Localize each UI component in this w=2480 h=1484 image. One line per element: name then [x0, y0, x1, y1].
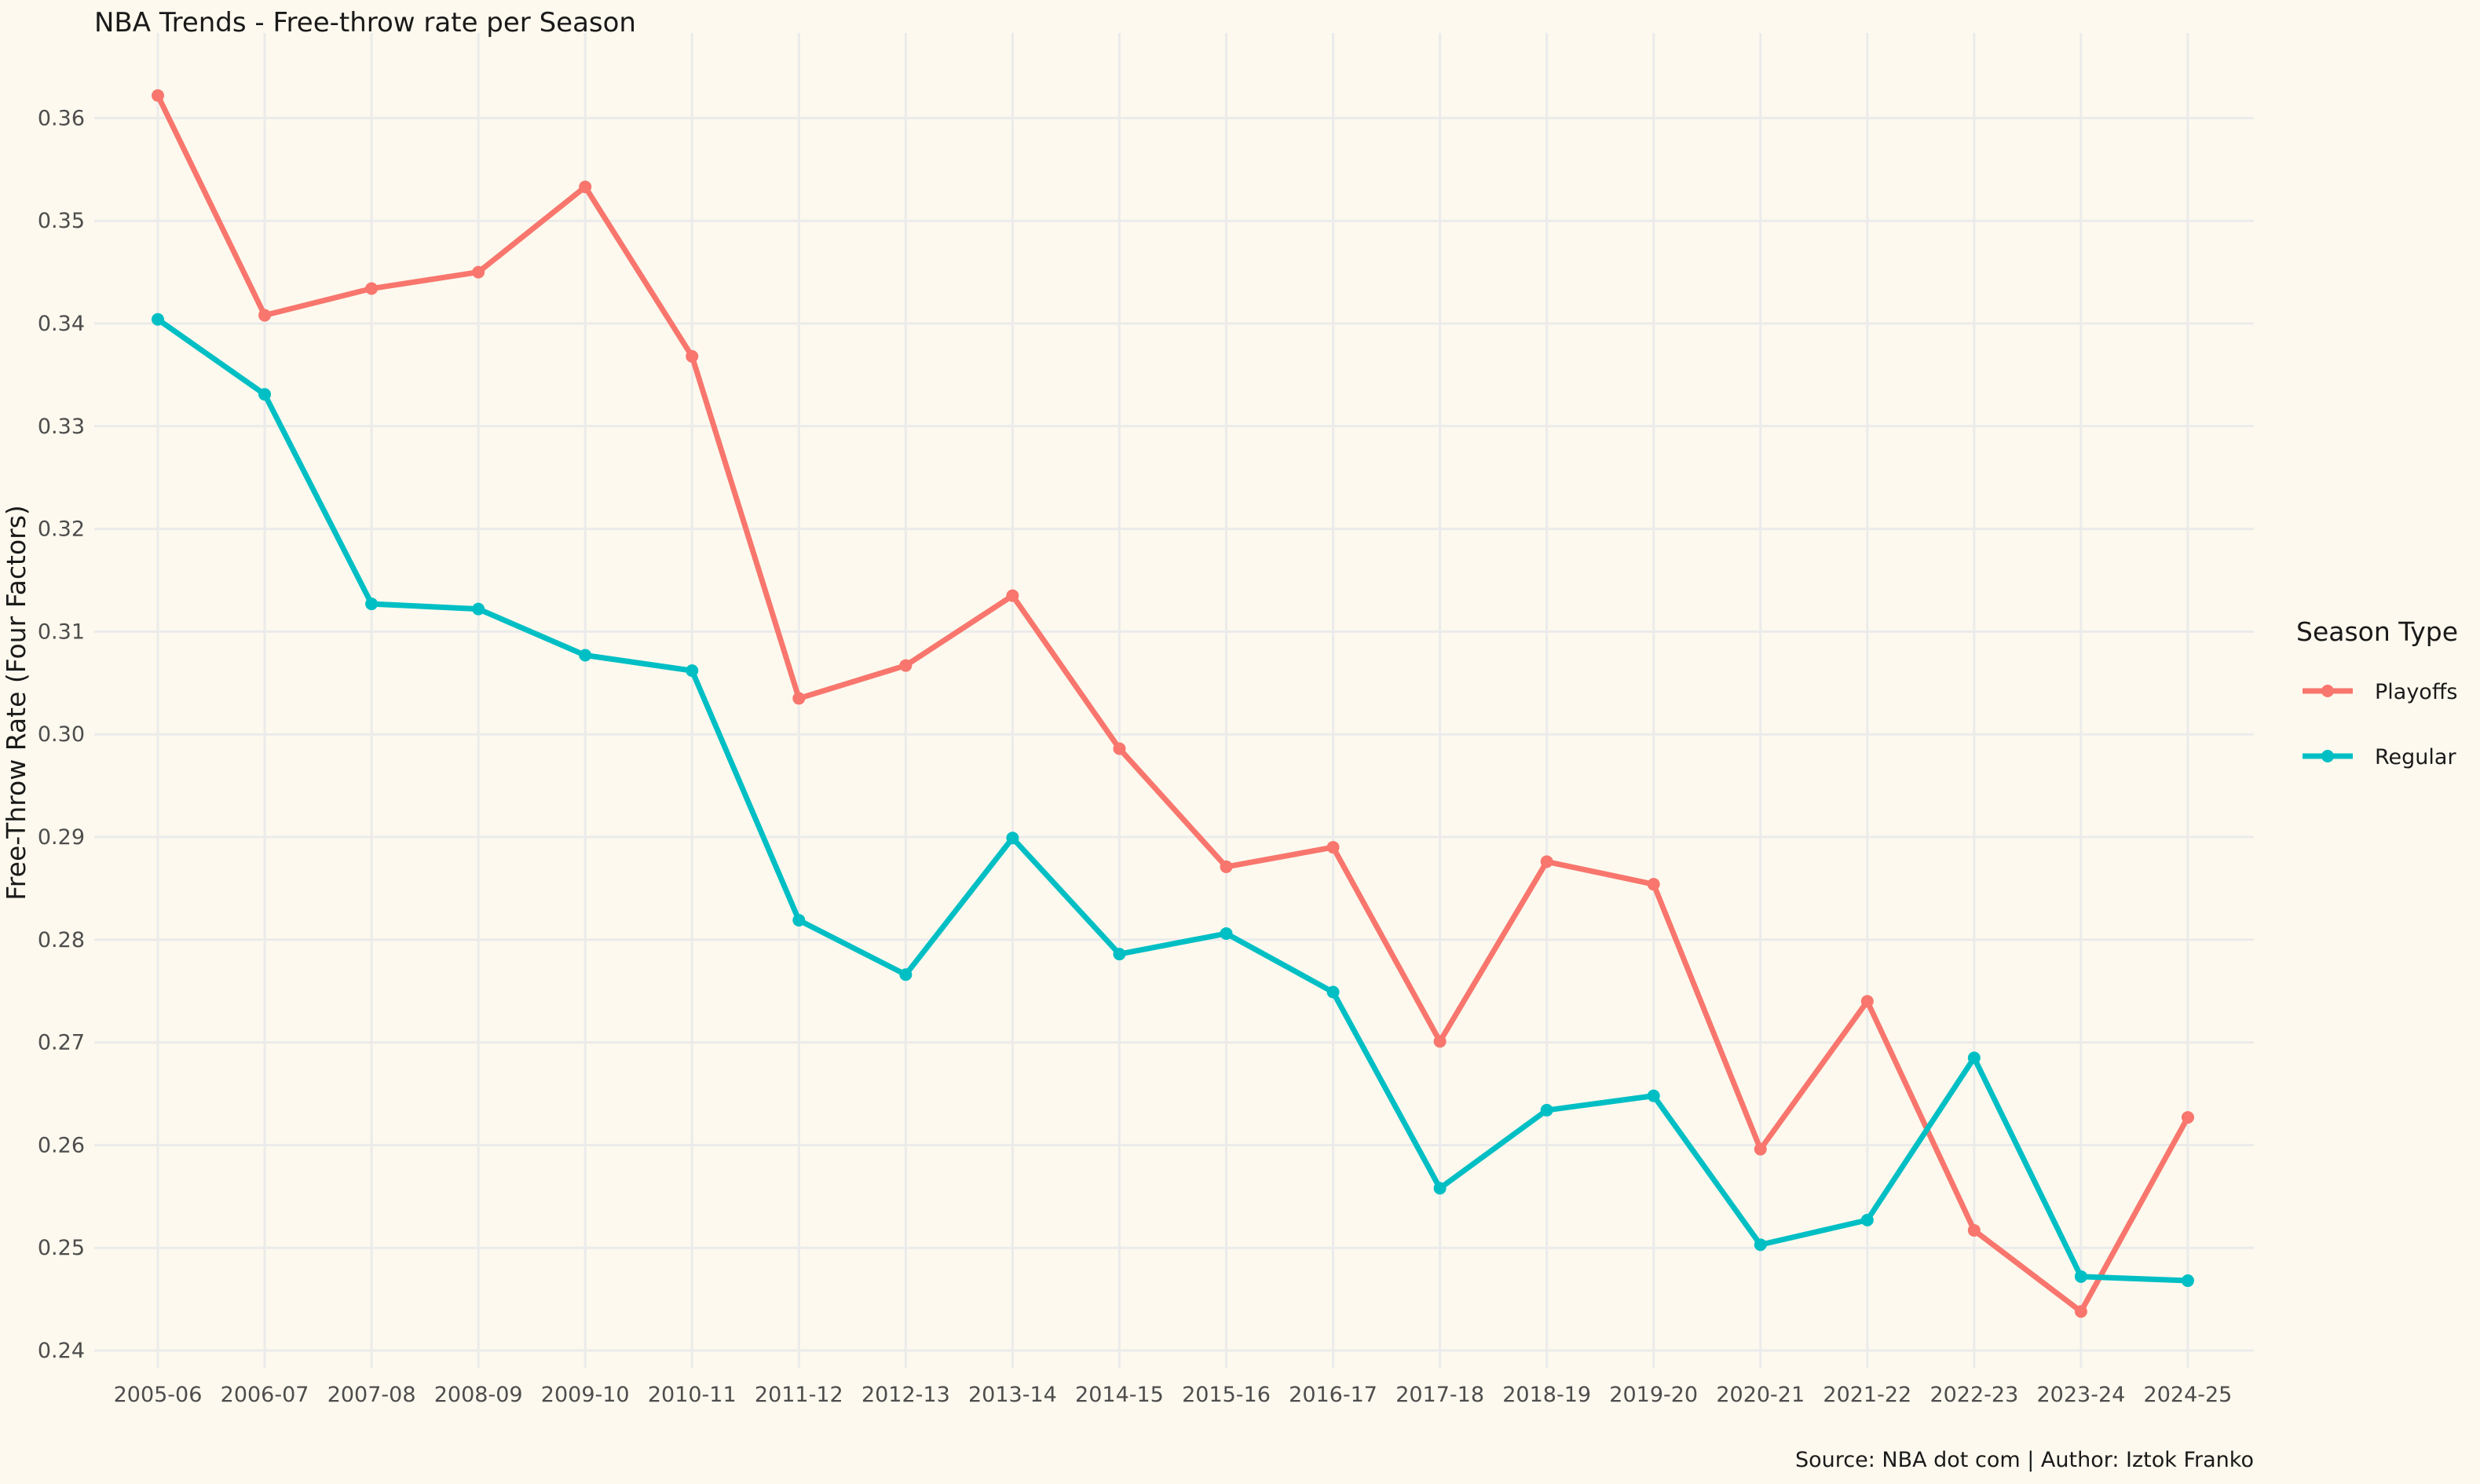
x-tick-label: 2021-22	[1823, 1383, 1911, 1407]
data-point-regular	[899, 968, 913, 981]
y-tick-label: 0.35	[38, 209, 85, 233]
x-tick-label: 2018-19	[1502, 1383, 1591, 1407]
x-tick-label: 2005-06	[114, 1383, 203, 1407]
grid	[94, 33, 2254, 1368]
x-tick-label: 2019-20	[1609, 1383, 1698, 1407]
data-point-regular	[579, 649, 592, 662]
data-point-playoffs	[792, 692, 806, 705]
legend-key-point-regular	[2321, 750, 2334, 762]
data-point-regular	[1860, 1213, 1874, 1226]
y-axis-title: Free-Throw Rate (Four Factors)	[1, 505, 31, 901]
data-point-playoffs	[258, 309, 272, 322]
x-tick-label: 2006-07	[221, 1383, 309, 1407]
x-tick-label: 2020-21	[1716, 1383, 1805, 1407]
legend-key-point-playoffs	[2321, 685, 2334, 697]
chart-title: NBA Trends - Free-throw rate per Season	[94, 7, 636, 38]
y-tick-label: 0.24	[38, 1339, 85, 1363]
data-point-regular	[258, 388, 272, 401]
data-point-playoffs	[2181, 1111, 2194, 1124]
y-tick-label: 0.33	[38, 415, 85, 439]
y-tick-label: 0.27	[38, 1031, 85, 1055]
data-point-regular	[1113, 948, 1126, 961]
data-point-playoffs	[1326, 841, 1340, 854]
y-tick-label: 0.31	[38, 620, 85, 644]
data-point-playoffs	[1113, 742, 1126, 755]
y-tick-label: 0.26	[38, 1133, 85, 1157]
data-point-playoffs	[1967, 1223, 1981, 1237]
x-axis: 2005-06 2006-07 2007-08 2008-09 2009-10 2010-…	[114, 1383, 2233, 1407]
data-point-regular	[152, 313, 164, 326]
data-point-regular	[1647, 1089, 1660, 1102]
series-group	[152, 89, 2194, 1318]
data-point-regular	[792, 913, 806, 927]
x-tick-label: 2022-23	[1929, 1383, 2018, 1407]
data-point-playoffs	[1220, 860, 1233, 873]
data-point-regular	[1540, 1103, 1553, 1117]
x-tick-label: 2017-18	[1395, 1383, 1484, 1407]
data-point-regular	[1006, 832, 1019, 845]
data-point-regular	[1433, 1182, 1447, 1195]
data-point-regular	[1754, 1238, 1767, 1252]
y-tick-label: 0.30	[38, 722, 85, 747]
y-tick-label: 0.28	[38, 928, 85, 952]
x-tick-label: 2024-25	[2144, 1383, 2233, 1407]
x-tick-label: 2015-16	[1182, 1383, 1271, 1407]
y-tick-label: 0.25	[38, 1236, 85, 1260]
x-tick-label: 2016-17	[1289, 1383, 1377, 1407]
data-point-regular	[686, 664, 699, 678]
data-point-regular	[1326, 985, 1340, 999]
x-tick-label: 2008-09	[434, 1383, 523, 1407]
y-tick-label: 0.34	[38, 312, 85, 336]
data-point-playoffs	[1006, 589, 1019, 602]
data-point-regular	[2181, 1274, 2194, 1288]
legend-label-playoffs: Playoffs	[2375, 680, 2458, 704]
data-point-regular	[1220, 927, 1233, 940]
x-tick-label: 2009-10	[541, 1383, 630, 1407]
data-point-playoffs	[579, 181, 592, 194]
data-point-playoffs	[1754, 1142, 1767, 1156]
caption: Source: NBA dot com | Author: Iztok Fran…	[1795, 1448, 2254, 1472]
series-line-playoffs	[155, 93, 2191, 1314]
data-point-regular	[365, 598, 379, 611]
data-point-regular	[472, 602, 485, 616]
data-point-playoffs	[899, 659, 913, 672]
data-point-playoffs	[2074, 1305, 2087, 1318]
x-tick-label: 2010-11	[648, 1383, 737, 1407]
legend-title: Season Type	[2296, 616, 2458, 647]
y-tick-label: 0.32	[38, 517, 85, 542]
data-point-playoffs	[365, 282, 379, 295]
y-tick-label: 0.36	[38, 106, 85, 130]
legend-label-regular: Regular	[2375, 745, 2456, 769]
x-tick-label: 2011-12	[755, 1383, 843, 1407]
series-line-regular	[155, 316, 2191, 1284]
x-tick-label: 2013-14	[968, 1383, 1057, 1407]
data-point-playoffs	[1433, 1035, 1447, 1048]
data-point-playoffs	[472, 265, 485, 279]
y-axis: 0.24 0.25 0.26 0.27 0.28 0.29 0.30 0.31 0.32 0.33…	[38, 106, 85, 1363]
data-point-playoffs	[152, 89, 164, 102]
data-point-playoffs	[1860, 995, 1874, 1008]
x-tick-label: 2014-15	[1075, 1383, 1164, 1407]
x-tick-label: 2007-08	[327, 1383, 416, 1407]
data-point-regular	[2074, 1270, 2087, 1283]
y-tick-label: 0.29	[38, 825, 85, 850]
x-tick-label: 2012-13	[861, 1383, 950, 1407]
data-point-playoffs	[1647, 878, 1660, 891]
data-point-playoffs	[1540, 855, 1553, 868]
data-point-regular	[1967, 1051, 1981, 1065]
x-tick-label: 2023-24	[2036, 1383, 2125, 1407]
data-point-playoffs	[686, 349, 699, 363]
legend: Season Type Playoffs Regular	[2296, 616, 2458, 769]
